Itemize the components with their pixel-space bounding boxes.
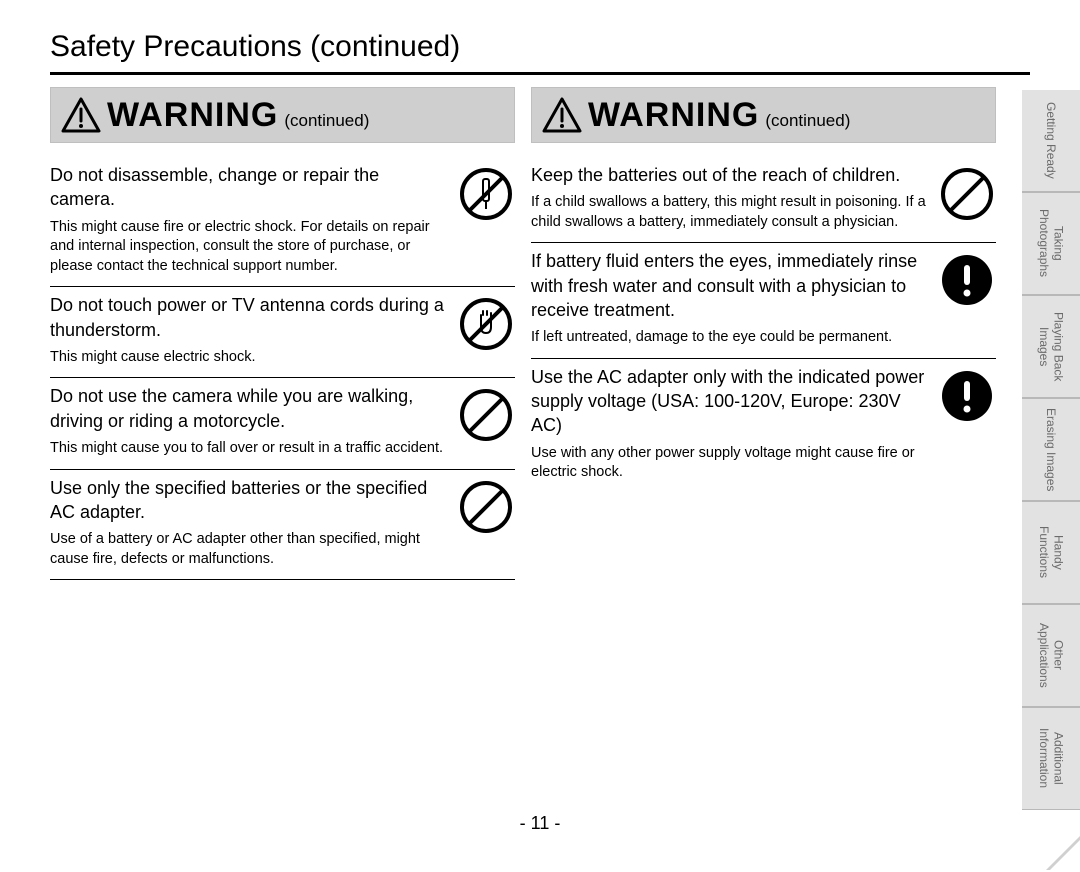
tab-other-applications[interactable]: Other Applications (1022, 604, 1080, 707)
warning-triangle-icon (542, 97, 582, 133)
tab-erasing-images[interactable]: Erasing Images (1022, 398, 1080, 501)
item-desc: Use with any other power supply voltage … (531, 444, 930, 483)
item-desc: Use of a battery or AC adapter other tha… (50, 530, 449, 569)
mandatory-icon (938, 365, 996, 423)
prohibit-touch-icon (457, 293, 515, 351)
page-corner-fold (1046, 836, 1080, 870)
warning-item: If battery fluid enters the eyes, immedi… (531, 243, 996, 358)
warning-continued: (continued) (284, 111, 369, 131)
item-desc: If left untreated, damage to the eye cou… (531, 328, 930, 348)
item-desc: This might cause fire or electric shock.… (50, 218, 449, 277)
manual-page: Safety Precautions (continued) WARNING (… (50, 30, 1030, 840)
warning-label: WARNING (107, 96, 278, 135)
warning-item: Do not disassemble, change or repair the… (50, 157, 515, 287)
tab-playing-back-images[interactable]: Playing Back Images (1022, 295, 1080, 398)
page-title: Safety Precautions (continued) (50, 30, 1030, 64)
item-heading: Do not touch power or TV antenna cords d… (50, 293, 449, 342)
warning-item: Keep the batteries out of the reach of c… (531, 157, 996, 243)
item-heading: Use the AC adapter only with the indicat… (531, 365, 930, 438)
item-desc: If a child swallows a battery, this migh… (531, 193, 930, 232)
item-text: Keep the batteries out of the reach of c… (531, 163, 938, 232)
tab-getting-ready[interactable]: Getting Ready (1022, 90, 1080, 192)
prohibit-disassemble-icon (457, 163, 515, 221)
item-text: Do not use the camera while you are walk… (50, 384, 457, 458)
prohibit-icon (457, 384, 515, 442)
item-heading: Use only the specified batteries or the … (50, 476, 449, 525)
title-rule (50, 72, 1030, 75)
side-tabs: Getting Ready Taking Photographs Playing… (1022, 90, 1080, 810)
item-text: Use only the specified batteries or the … (50, 476, 457, 570)
prohibit-icon (938, 163, 996, 221)
item-text: If battery fluid enters the eyes, immedi… (531, 249, 938, 347)
item-heading: If battery fluid enters the eyes, immedi… (531, 249, 930, 322)
item-heading: Keep the batteries out of the reach of c… (531, 163, 930, 187)
warning-continued: (continued) (765, 111, 850, 131)
item-heading: Do not disassemble, change or repair the… (50, 163, 449, 212)
tab-additional-information[interactable]: Additional Information (1022, 707, 1080, 810)
mandatory-icon (938, 249, 996, 307)
warning-item: Use only the specified batteries or the … (50, 470, 515, 581)
prohibit-icon (457, 476, 515, 534)
item-text: Do not disassemble, change or repair the… (50, 163, 457, 276)
warning-item: Do not use the camera while you are walk… (50, 378, 515, 469)
page-number: - 11 - (520, 813, 561, 834)
warning-item: Do not touch power or TV antenna cords d… (50, 287, 515, 378)
left-column: WARNING (continued) Do not disassemble, … (50, 87, 515, 580)
item-text: Use the AC adapter only with the indicat… (531, 365, 938, 483)
warning-label: WARNING (588, 96, 759, 135)
right-column: WARNING (continued) Keep the batteries o… (531, 87, 996, 580)
item-text: Do not touch power or TV antenna cords d… (50, 293, 457, 367)
warning-item: Use the AC adapter only with the indicat… (531, 359, 996, 493)
warning-triangle-icon (61, 97, 101, 133)
content-columns: WARNING (continued) Do not disassemble, … (50, 87, 1030, 580)
item-desc: This might cause electric shock. (50, 348, 449, 368)
item-heading: Do not use the camera while you are walk… (50, 384, 449, 433)
warning-header-left: WARNING (continued) (50, 87, 515, 143)
tab-taking-photographs[interactable]: Taking Photographs (1022, 192, 1080, 295)
tab-handy-functions[interactable]: Handy Functions (1022, 501, 1080, 604)
warning-header-right: WARNING (continued) (531, 87, 996, 143)
item-desc: This might cause you to fall over or res… (50, 439, 449, 459)
